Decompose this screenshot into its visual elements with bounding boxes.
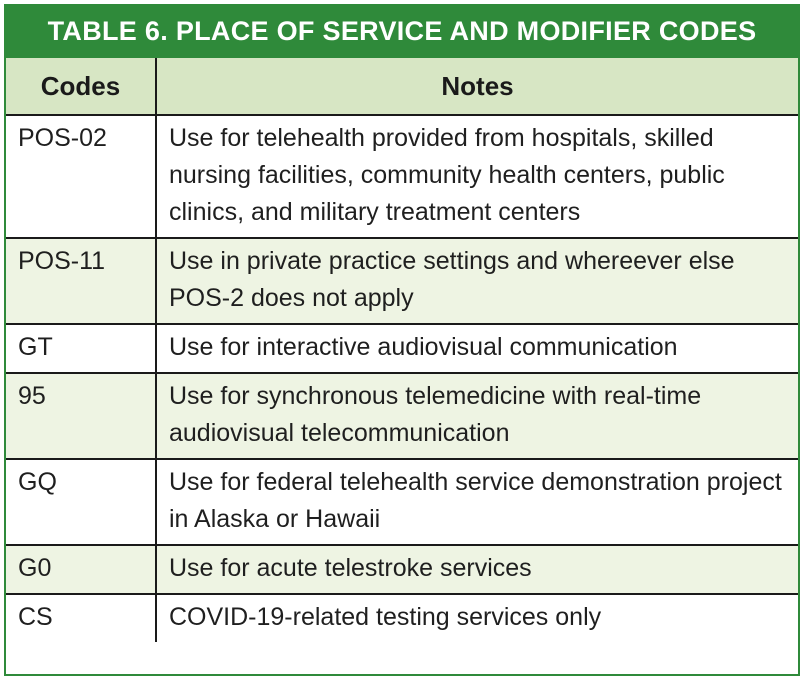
code-cell: POS-11: [6, 238, 157, 325]
note-cell: Use for synchronous telemedicine with re…: [156, 373, 798, 460]
note-cell: COVID-19-related testing services only: [169, 603, 602, 631]
table-header-row: Codes Notes: [6, 58, 798, 116]
codes-table: Codes Notes POS-02 Use for telehealth pr…: [6, 58, 798, 642]
note-cell: Use for interactive audiovisual communic…: [156, 324, 798, 374]
code-cell: GT: [6, 324, 157, 374]
table-title: TABLE 6. PLACE OF SERVICE AND MODIFIER C…: [6, 6, 798, 58]
column-header-codes: Codes: [6, 58, 157, 116]
code-cell: 95: [6, 373, 157, 460]
code-cell: POS-02: [6, 115, 157, 239]
table-row: 95 Use for synchronous telemedicine with…: [6, 373, 798, 460]
column-header-notes: Notes: [156, 58, 798, 116]
code-cell: CS: [6, 594, 157, 642]
note-cell: Use for telehealth provided from hospita…: [156, 115, 798, 239]
note-cell: Use in private practice settings and whe…: [156, 238, 798, 325]
table-row: POS-02 Use for telehealth provided from …: [6, 115, 798, 239]
note-cell: Use for federal telehealth service demon…: [156, 459, 798, 546]
table-row: GT Use for interactive audiovisual commu…: [6, 324, 798, 374]
code-cell: G0: [6, 545, 157, 595]
table-row: G0 Use for acute telestroke services: [6, 545, 798, 595]
code-cell: GQ: [6, 459, 157, 546]
table-row: CS COVID-19-related testing services onl…: [6, 594, 798, 642]
table-row: GQ Use for federal telehealth service de…: [6, 459, 798, 546]
note-cell: Use for acute telestroke services: [156, 545, 798, 595]
codes-table-container: TABLE 6. PLACE OF SERVICE AND MODIFIER C…: [4, 4, 800, 676]
table-row: POS-11 Use in private practice settings …: [6, 238, 798, 325]
